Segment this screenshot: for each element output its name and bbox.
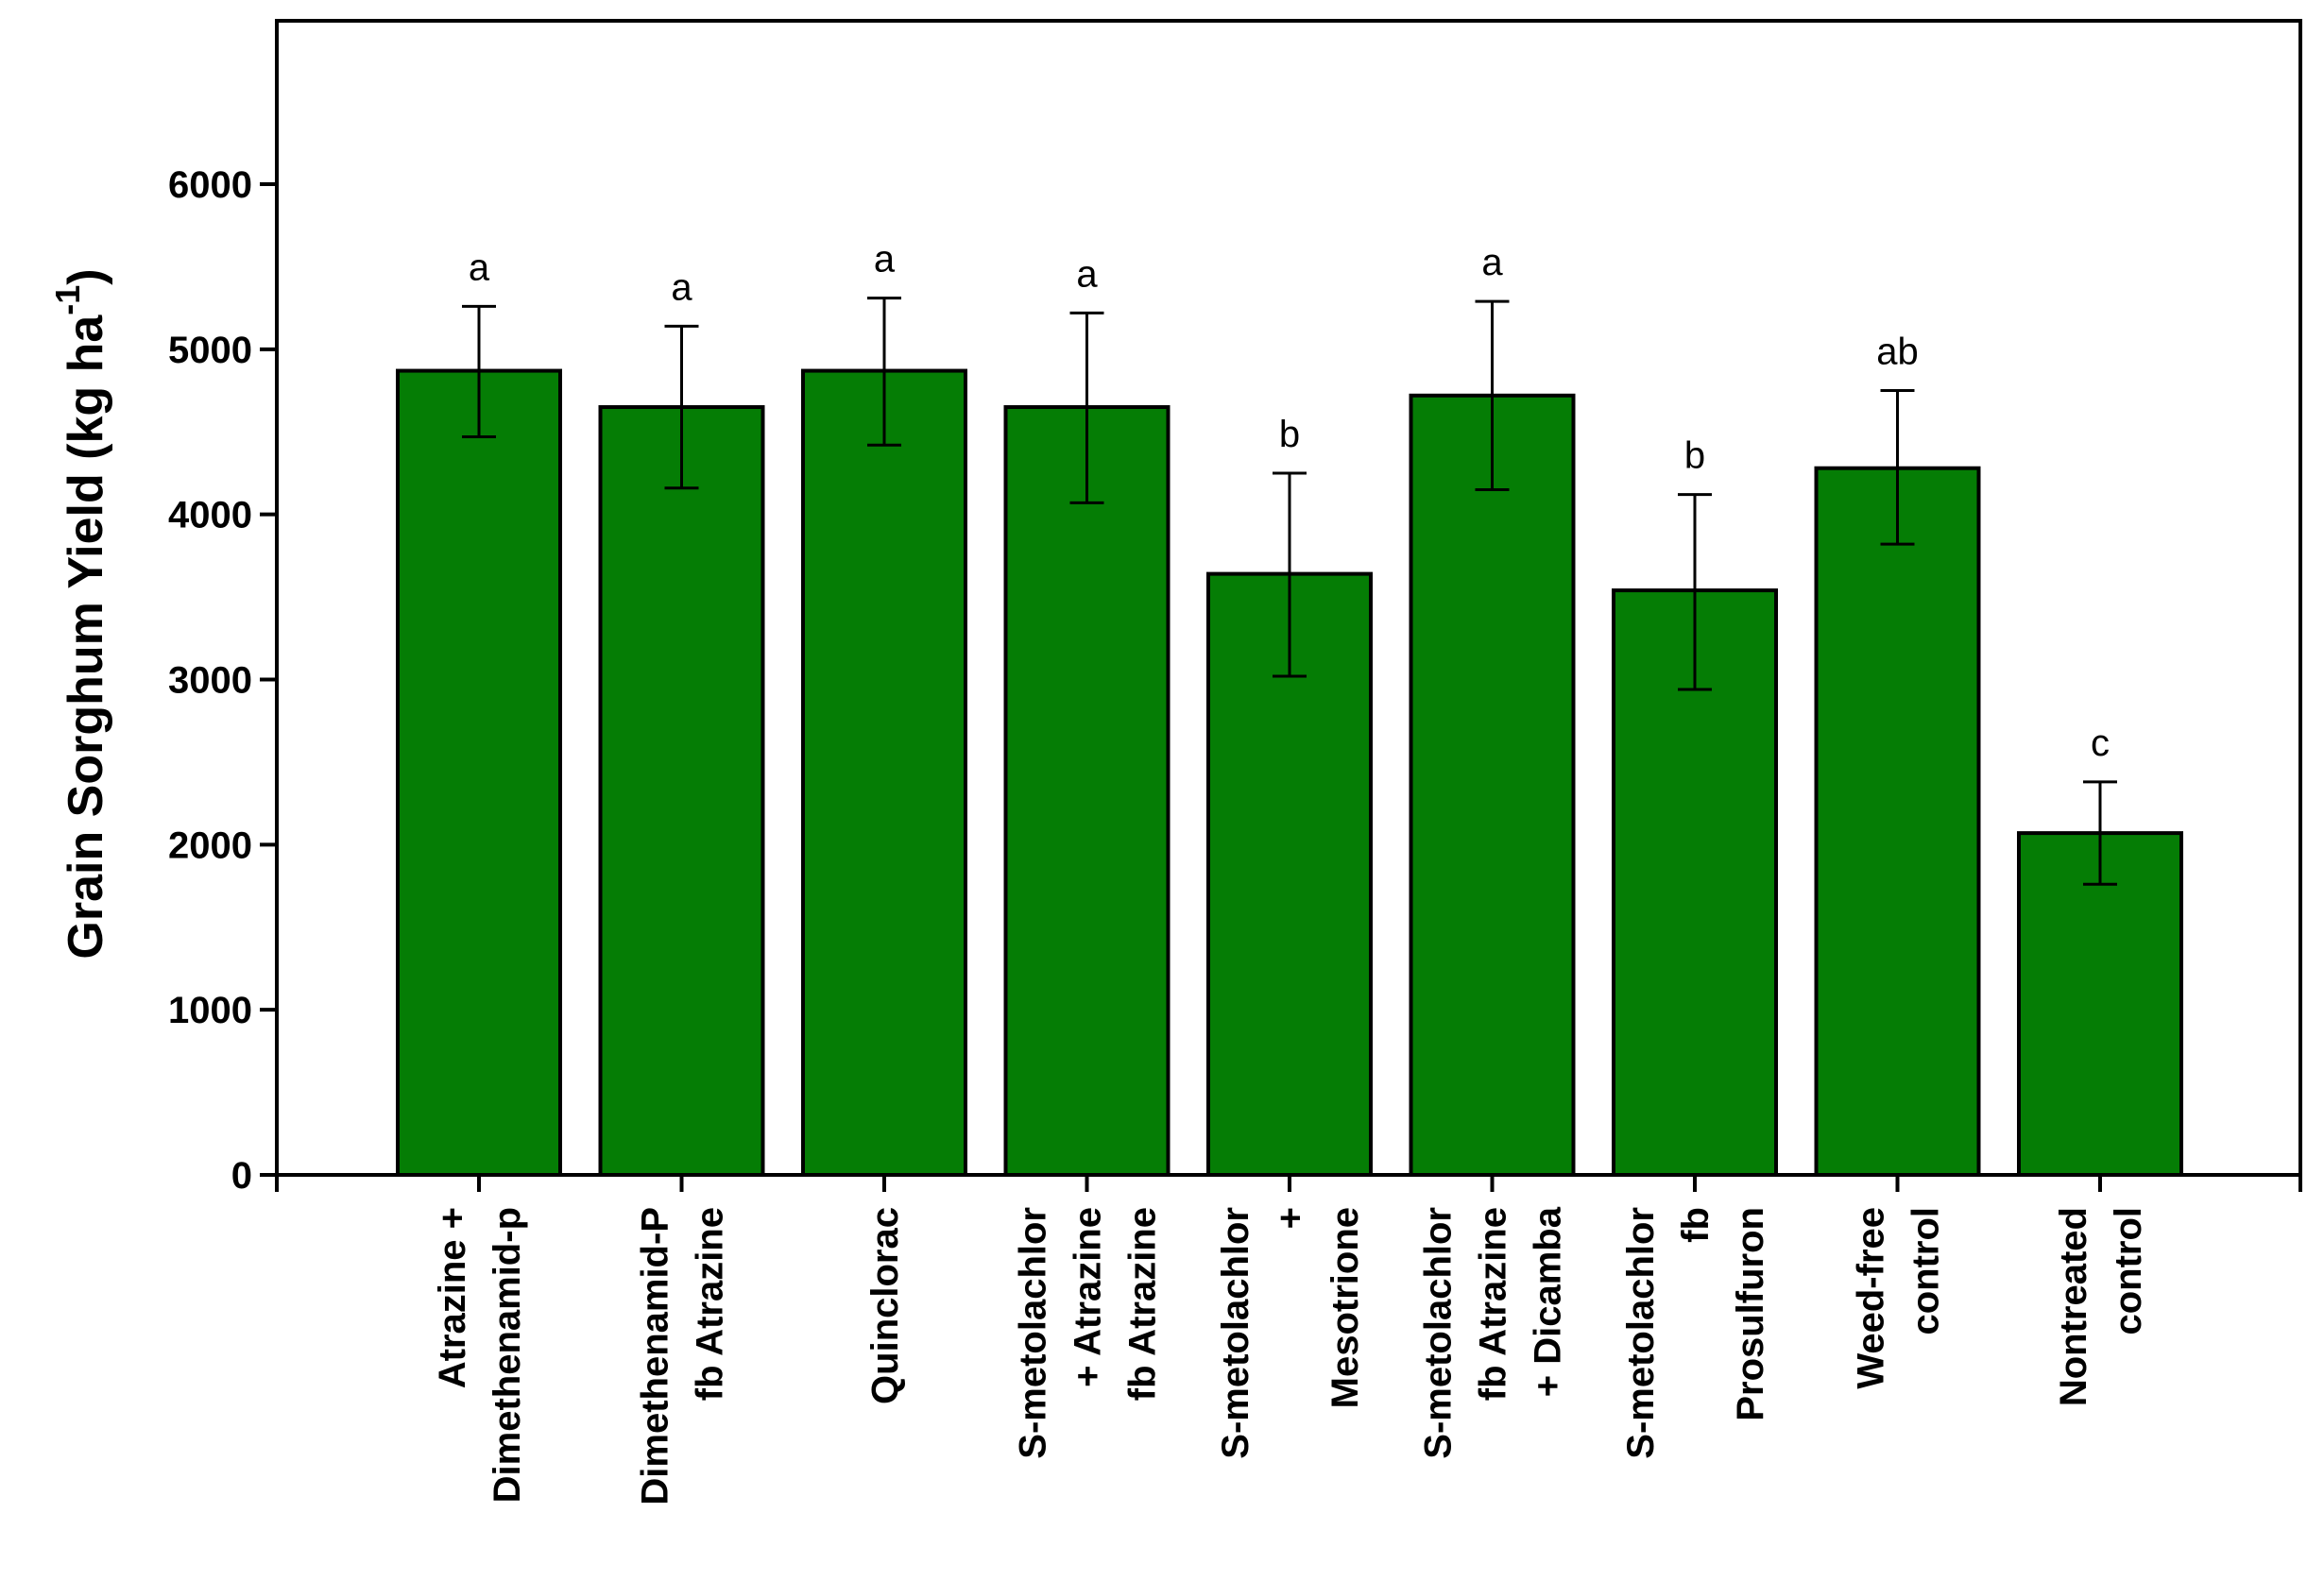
category-label: S-metolachlor <box>1215 1207 1256 1459</box>
category-label: Atrazine + <box>432 1207 473 1388</box>
y-tick-label: 6000 <box>168 164 252 206</box>
category-label: Prosulfuron <box>1730 1207 1771 1421</box>
category-label: Nontreated <box>2053 1207 2094 1406</box>
category-labels: Atrazine + Dimethenamid-p Dimethenamid-P fb… <box>432 1206 2149 1504</box>
bar <box>396 368 562 1178</box>
significance-letter: a <box>1481 242 1503 283</box>
significance-letter: a <box>874 239 896 280</box>
significance-letter: a <box>671 266 692 308</box>
y-tick-label: 5000 <box>168 330 252 371</box>
y-tick-label: 4000 <box>168 495 252 536</box>
bar <box>598 405 765 1177</box>
category-label: control <box>1905 1207 1947 1335</box>
category-label: fb Atrazine <box>690 1207 731 1401</box>
significance-letter: a <box>469 246 490 288</box>
category-label: Quinclorac <box>864 1207 906 1404</box>
bar <box>1003 405 1171 1177</box>
category-label: Weed-free <box>1851 1207 1892 1389</box>
bar <box>1409 393 1576 1177</box>
category-label: fb <box>1675 1207 1717 1243</box>
x-axis <box>275 1175 2302 1192</box>
category-label: control <box>2108 1207 2149 1335</box>
category-label: + Atrazine <box>1068 1207 1109 1387</box>
category-label: Dimethenamid-p <box>487 1207 528 1503</box>
bars <box>396 368 2183 1178</box>
y-tick-label: 0 <box>231 1155 252 1197</box>
y-tick-label: 1000 <box>168 990 252 1031</box>
category-label: Dimethenamid-P <box>635 1207 676 1505</box>
category-label: S-metolachlor <box>1418 1207 1460 1459</box>
error-bars <box>462 297 2117 886</box>
y-tick-label: 3000 <box>168 660 252 702</box>
category-label: S-metolachlor <box>1013 1207 1054 1459</box>
category-label: Mesotrione <box>1324 1207 1366 1408</box>
significance-letter: ab <box>1876 332 1919 373</box>
category-label: + Dicamba <box>1528 1206 1569 1397</box>
bar <box>801 368 967 1178</box>
category-label: + <box>1270 1207 1311 1229</box>
significance-letter: c <box>2091 722 2110 764</box>
y-axis-title: Grain Sorghum Yield (kg ha-1) <box>48 268 113 959</box>
significance-letter: b <box>1279 414 1300 455</box>
significance-letter: b <box>1684 435 1705 477</box>
bar <box>1814 466 1981 1178</box>
category-label: fb Atrazine <box>1122 1207 1164 1401</box>
y-tick-label: 2000 <box>168 824 252 866</box>
category-label: S-metolachlor <box>1620 1207 1662 1459</box>
significance-letter: a <box>1076 253 1098 295</box>
y-axis: 0 1000 2000 3000 4000 5000 6000 <box>168 164 277 1197</box>
category-label: fb Atrazine <box>1473 1207 1514 1401</box>
